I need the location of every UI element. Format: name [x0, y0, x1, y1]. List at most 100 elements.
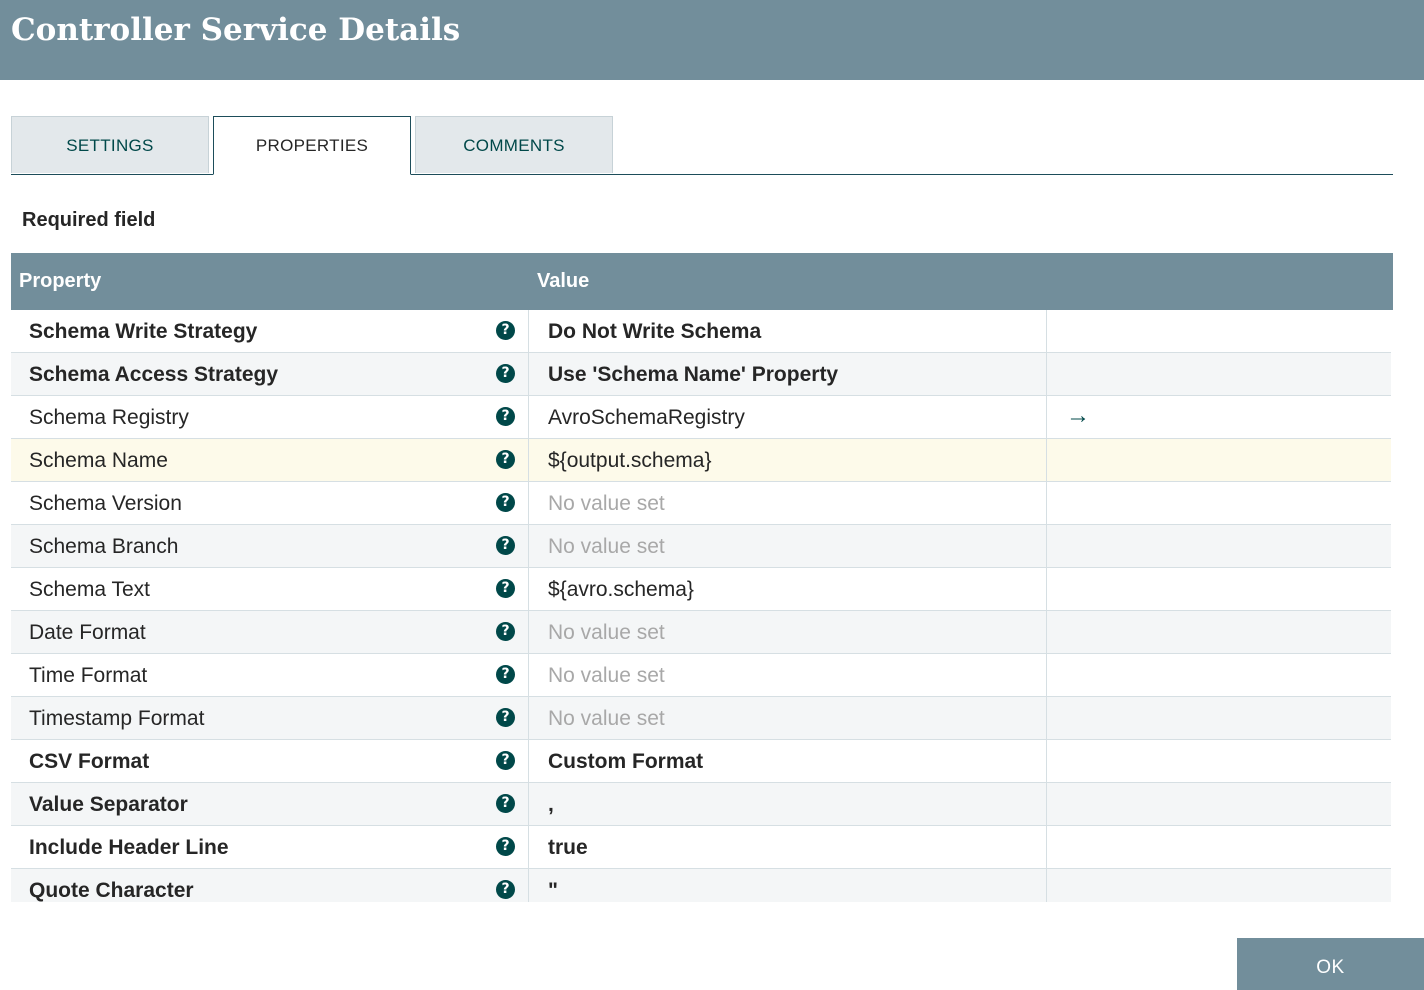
property-actions-cell	[1047, 783, 1391, 826]
table-row[interactable]: Schema Access Strategy? Use 'Schema Name'…	[11, 353, 1391, 396]
table-row[interactable]: Schema Registry? AvroSchemaRegistry →	[11, 396, 1391, 439]
property-value: AvroSchemaRegistry	[548, 406, 745, 429]
property-name-cell: Quote Character?	[11, 869, 529, 902]
property-actions-cell	[1047, 439, 1391, 482]
property-value: ${output.schema}	[548, 449, 712, 472]
property-value-unset: No value set	[548, 492, 665, 515]
property-actions-cell	[1047, 611, 1391, 654]
property-actions-cell	[1047, 654, 1391, 697]
property-name: CSV Format	[29, 750, 150, 773]
table-row[interactable]: Schema Branch? No value set	[11, 525, 1391, 568]
property-value: ${avro.schema}	[548, 578, 694, 601]
property-value-cell[interactable]: ${output.schema}	[529, 439, 1047, 482]
table-row[interactable]: Schema Name? ${output.schema}	[11, 439, 1391, 482]
property-name: Schema Name	[29, 449, 168, 472]
table-row[interactable]: Quote Character? "	[11, 869, 1391, 902]
property-name: Schema Version	[29, 492, 182, 515]
question-circle-icon[interactable]: ?	[496, 579, 515, 598]
property-value-cell[interactable]: ,	[529, 783, 1047, 826]
property-actions-cell	[1047, 697, 1391, 740]
property-actions-cell	[1047, 525, 1391, 568]
required-field-note: Required field	[22, 209, 156, 231]
arrow-right-icon[interactable]: →	[1066, 402, 1090, 429]
dialog-title: Controller Service Details	[11, 12, 461, 48]
property-actions-cell	[1047, 869, 1391, 902]
tab-comments[interactable]: COMMENTS	[415, 116, 613, 173]
question-circle-icon[interactable]: ?	[496, 751, 515, 770]
property-name-cell: Schema Text?	[11, 568, 529, 611]
table-row[interactable]: Timestamp Format? No value set	[11, 697, 1391, 740]
question-circle-icon[interactable]: ?	[496, 622, 515, 641]
property-value: Do Not Write Schema	[548, 320, 762, 343]
table-row[interactable]: Include Header Line? true	[11, 826, 1391, 869]
property-name-cell: Time Format?	[11, 654, 529, 697]
property-name: Date Format	[29, 621, 146, 644]
property-value-unset: No value set	[548, 535, 665, 558]
property-actions-cell	[1047, 482, 1391, 525]
property-value-cell[interactable]: No value set	[529, 482, 1047, 525]
property-value-cell[interactable]: No value set	[529, 697, 1047, 740]
property-name-cell: Timestamp Format?	[11, 697, 529, 740]
property-value: "	[548, 879, 558, 902]
question-circle-icon[interactable]: ?	[496, 837, 515, 856]
table-row[interactable]: Schema Write Strategy? Do Not Write Schem…	[11, 310, 1391, 353]
table-body[interactable]: Schema Write Strategy? Do Not Write Schem…	[11, 310, 1393, 902]
property-actions-cell: →	[1047, 396, 1391, 439]
property-value-cell[interactable]: ${avro.schema}	[529, 568, 1047, 611]
property-value-cell[interactable]: No value set	[529, 611, 1047, 654]
column-header-property[interactable]: Property	[19, 270, 102, 292]
property-value-cell[interactable]: Custom Format	[529, 740, 1047, 783]
property-value-unset: No value set	[548, 707, 665, 730]
property-actions-cell	[1047, 353, 1391, 396]
property-name-cell: Schema Name?	[11, 439, 529, 482]
table-row[interactable]: Schema Version? No value set	[11, 482, 1391, 525]
question-circle-icon[interactable]: ?	[496, 880, 515, 899]
table-row[interactable]: Value Separator?,	[11, 783, 1391, 826]
property-name-cell: Schema Version?	[11, 482, 529, 525]
property-name-cell: Include Header Line?	[11, 826, 529, 869]
property-value-cell[interactable]: Use 'Schema Name' Property	[529, 353, 1047, 396]
table-row[interactable]: Date Format? No value set	[11, 611, 1391, 654]
property-name-cell: Date Format?	[11, 611, 529, 654]
question-circle-icon[interactable]: ?	[496, 794, 515, 813]
table-header: Property Value	[11, 253, 1393, 310]
question-circle-icon[interactable]: ?	[496, 364, 515, 383]
property-value-cell[interactable]: No value set	[529, 654, 1047, 697]
question-circle-icon[interactable]: ?	[496, 407, 515, 426]
property-name-cell: Schema Access Strategy?	[11, 353, 529, 396]
property-value-unset: No value set	[548, 664, 665, 687]
table-row[interactable]: Time Format? No value set	[11, 654, 1391, 697]
property-name-cell: CSV Format?	[11, 740, 529, 783]
property-actions-cell	[1047, 740, 1391, 783]
question-circle-icon[interactable]: ?	[496, 665, 515, 684]
question-circle-icon[interactable]: ?	[496, 536, 515, 555]
property-value-cell[interactable]: "	[529, 869, 1047, 902]
tab-settings[interactable]: SETTINGS	[11, 116, 209, 173]
property-name: Schema Text	[29, 578, 151, 601]
property-name-cell: Value Separator?	[11, 783, 529, 826]
property-name: Quote Character	[29, 879, 194, 902]
question-circle-icon[interactable]: ?	[496, 321, 515, 340]
property-value-cell[interactable]: No value set	[529, 525, 1047, 568]
column-header-value[interactable]: Value	[537, 270, 590, 292]
property-value-cell[interactable]: true	[529, 826, 1047, 869]
question-circle-icon[interactable]: ?	[496, 450, 515, 469]
ok-button[interactable]: OK	[1237, 938, 1424, 990]
property-name: Schema Access Strategy	[29, 363, 279, 386]
property-name: Schema Branch	[29, 535, 179, 558]
question-circle-icon[interactable]: ?	[496, 493, 515, 512]
property-name-cell: Schema Write Strategy?	[11, 310, 529, 353]
table-row[interactable]: CSV Format? Custom Format	[11, 740, 1391, 783]
property-name: Include Header Line	[29, 836, 229, 859]
property-name-cell: Schema Registry?	[11, 396, 529, 439]
property-actions-cell	[1047, 310, 1391, 353]
property-value-cell[interactable]: AvroSchemaRegistry	[529, 396, 1047, 439]
table-row[interactable]: Schema Text? ${avro.schema}	[11, 568, 1391, 611]
property-value: true	[548, 836, 588, 859]
question-circle-icon[interactable]: ?	[496, 708, 515, 727]
tab-properties[interactable]: PROPERTIES	[213, 116, 411, 175]
property-name: Time Format	[29, 664, 148, 687]
property-value-cell[interactable]: Do Not Write Schema	[529, 310, 1047, 353]
property-value: Custom Format	[548, 750, 704, 773]
